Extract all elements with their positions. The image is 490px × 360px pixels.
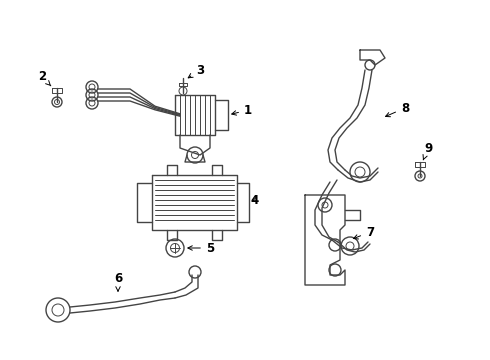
Text: 9: 9 [423, 141, 432, 160]
Text: 8: 8 [386, 102, 409, 117]
Text: 6: 6 [114, 271, 122, 291]
Text: 1: 1 [232, 104, 252, 117]
Text: 2: 2 [38, 71, 51, 86]
Text: 7: 7 [354, 225, 374, 239]
Text: 5: 5 [188, 242, 214, 255]
Text: 3: 3 [188, 63, 204, 78]
Text: 4: 4 [251, 194, 259, 207]
